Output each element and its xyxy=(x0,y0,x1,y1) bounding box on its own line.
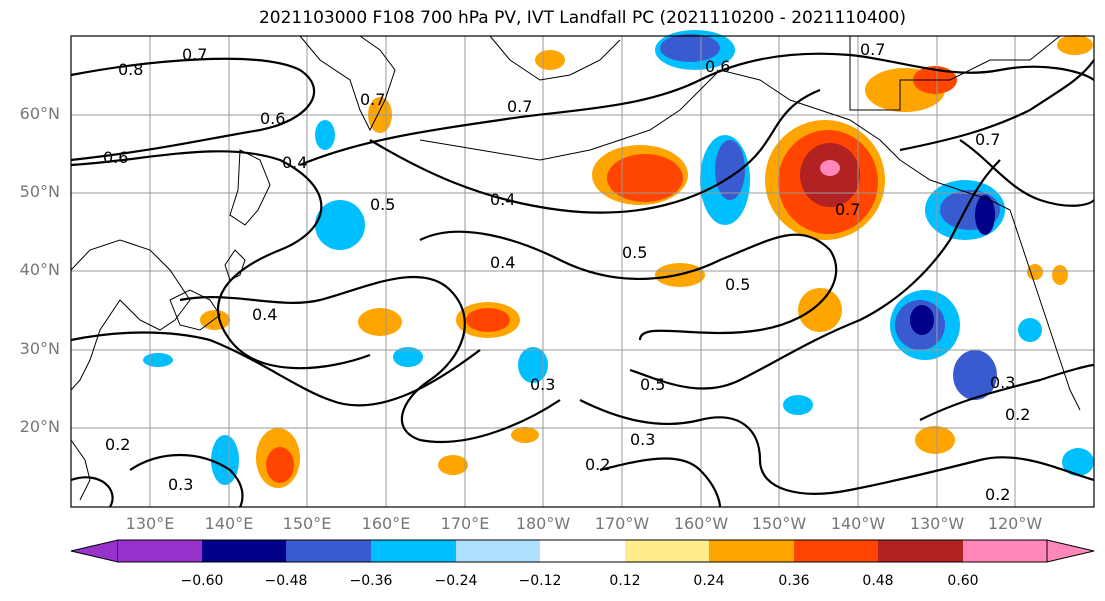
lon-label: 140°W xyxy=(830,514,886,533)
contour-label: 0.5 xyxy=(622,243,647,262)
gridlines xyxy=(71,36,1094,507)
lon-label: 160°W xyxy=(673,514,729,533)
contour-label: 0.4 xyxy=(252,305,277,324)
lon-label: 120°W xyxy=(987,514,1043,533)
contours xyxy=(70,52,1095,508)
contour-label: 0.7 xyxy=(360,90,385,109)
contour-label: 0.2 xyxy=(1005,405,1030,424)
colorbar-tick-label: 0.24 xyxy=(693,573,725,589)
contour-label: 0.6 xyxy=(705,57,730,76)
contour-label: 0.3 xyxy=(530,375,555,394)
shaded-anomalies xyxy=(143,30,1094,488)
contour-label: 0.3 xyxy=(630,430,655,449)
map-title: 2021103000 F108 700 hPa PV, IVT Landfall… xyxy=(258,8,906,28)
lat-label: 50°N xyxy=(19,182,60,201)
contour-labels: 0.8 0.7 0.6 0.6 0.4 0.4 0.4 0.4 0.5 0.5 … xyxy=(103,40,1030,504)
contour-label: 0.7 xyxy=(975,130,1000,149)
contour-label: 0.5 xyxy=(370,195,395,214)
map-frame xyxy=(70,35,1095,508)
colorbar-tick-label: 0.60 xyxy=(947,573,979,589)
contour-label: 0.2 xyxy=(985,485,1010,504)
lat-label: 40°N xyxy=(19,260,60,279)
contour-label: 0.5 xyxy=(640,375,665,394)
coastlines xyxy=(70,35,1081,501)
colorbar-tick-label: −0.60 xyxy=(180,573,224,589)
contour-label: 0.2 xyxy=(105,435,130,454)
contour-label: 0.4 xyxy=(282,153,307,172)
colorbar-tick-label: −0.24 xyxy=(434,573,478,589)
colorbar-tick-label: −0.36 xyxy=(349,573,393,589)
contour-label: 0.7 xyxy=(507,97,532,116)
lon-label: 130°W xyxy=(909,514,965,533)
lon-label: 170°E xyxy=(440,514,490,533)
contour-label: 0.7 xyxy=(860,40,885,59)
contour-label: 0.2 xyxy=(585,455,610,474)
contour-label: 0.6 xyxy=(103,148,128,167)
lon-label: 130°E xyxy=(125,514,175,533)
contour-label: 0.5 xyxy=(725,275,750,294)
contour-label: 0.3 xyxy=(990,373,1015,392)
lon-label: 140°E xyxy=(204,514,254,533)
lat-label: 30°N xyxy=(19,339,60,358)
lon-label: 150°E xyxy=(282,514,332,533)
contour-label: 0.7 xyxy=(835,200,860,219)
contour-label: 0.6 xyxy=(260,109,285,128)
colorbar-tick-label: 0.48 xyxy=(862,573,894,589)
lon-label: 180°W xyxy=(515,514,571,533)
colorbar-tick-label: 0.36 xyxy=(778,573,810,589)
colorbar xyxy=(70,539,1095,563)
contour-label: 0.3 xyxy=(168,475,193,494)
colorbar-tick-label: 0.12 xyxy=(609,573,641,589)
lon-label: 160°E xyxy=(361,514,411,533)
contour-label: 0.4 xyxy=(490,253,515,272)
contour-label: 0.8 xyxy=(118,60,143,79)
lon-label: 150°W xyxy=(751,514,807,533)
contour-label: 0.4 xyxy=(490,190,515,209)
colorbar-tick-label: −0.48 xyxy=(264,573,308,589)
lat-label: 20°N xyxy=(19,417,60,436)
lon-label: 170°W xyxy=(594,514,650,533)
colorbar-tick-label: −0.12 xyxy=(518,573,562,589)
lat-label: 60°N xyxy=(19,104,60,123)
contour-label: 0.7 xyxy=(182,45,207,64)
